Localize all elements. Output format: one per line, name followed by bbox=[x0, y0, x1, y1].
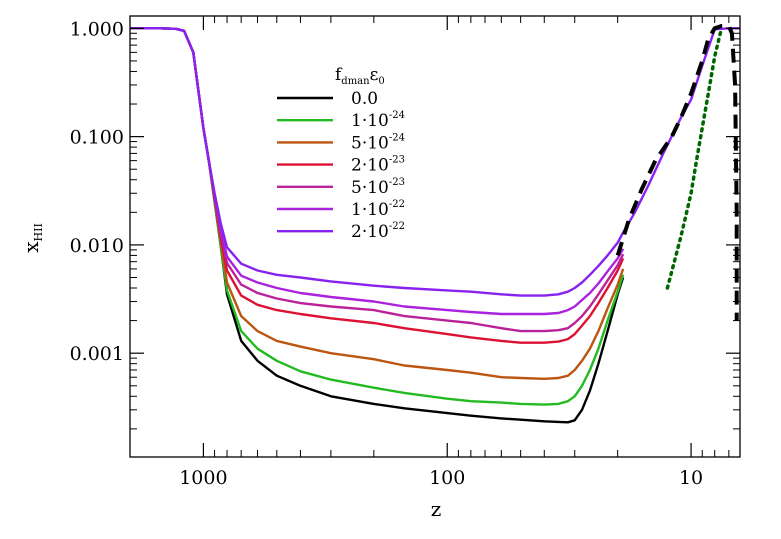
x-tick-label-0: 1000 bbox=[179, 467, 227, 489]
legend-label-4: 5·10-23 bbox=[351, 177, 405, 198]
x-tick-label-1: 100 bbox=[429, 467, 465, 489]
dotted-curve-1 bbox=[665, 26, 724, 290]
x-axis: 1000 100 10 bbox=[129, 16, 730, 489]
y-axis-label-main: x bbox=[19, 241, 43, 253]
series-lines bbox=[130, 27, 740, 424]
plot-frame bbox=[129, 15, 741, 458]
y-tick-label-2: 0.010 bbox=[70, 235, 124, 257]
legend-title-main: f bbox=[335, 65, 343, 85]
legend-label-2: 5·10-24 bbox=[351, 132, 405, 153]
y-axis: 1.000 0.100 0.010 0.001 bbox=[70, 18, 740, 430]
x-tick-label-2: 10 bbox=[679, 467, 703, 489]
legend-label-3: 2·10-23 bbox=[351, 155, 405, 176]
series-line-6 bbox=[130, 27, 740, 297]
y-axis-label: xHII bbox=[19, 223, 45, 253]
legend-title-sub: dman bbox=[341, 76, 370, 87]
legend-label-6: 2·10-22 bbox=[351, 221, 405, 242]
legend: fdmanε0 0.01·10-245·10-242·10-235·10-231… bbox=[277, 65, 405, 242]
legend-label-0: 0.0 bbox=[351, 89, 378, 109]
y-tick-label-1: 0.100 bbox=[70, 127, 124, 149]
legend-items: 0.01·10-245·10-242·10-235·10-231·10-222·… bbox=[277, 89, 405, 242]
y-tick-label-0: 1.000 bbox=[70, 18, 124, 40]
y-tick-label-3: 0.001 bbox=[70, 343, 124, 365]
legend-title: fdmanε0 bbox=[335, 65, 385, 87]
legend-label-1: 1·10-24 bbox=[351, 110, 405, 131]
legend-title-tail-sub: 0 bbox=[378, 76, 384, 87]
legend-title-tail: ε bbox=[370, 65, 379, 85]
legend-label-5: 1·10-22 bbox=[351, 199, 405, 220]
y-axis-label-sub: HII bbox=[32, 223, 45, 241]
x-axis-label: z bbox=[431, 497, 442, 521]
dashed-curve-0 bbox=[615, 24, 739, 321]
extra-curves bbox=[615, 24, 739, 321]
